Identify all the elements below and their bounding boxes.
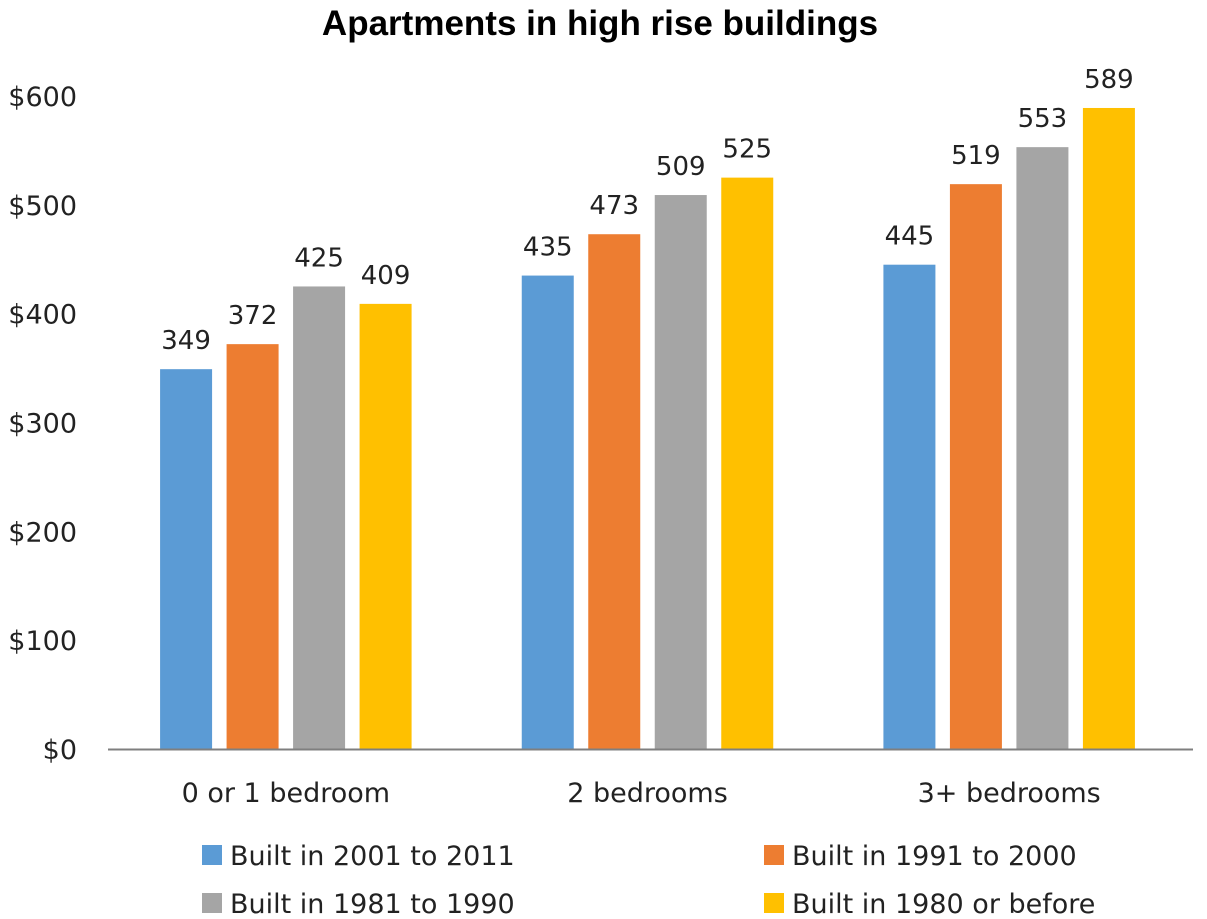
legend-swatch <box>764 845 784 865</box>
y-axis: $0 $100 $200 $300 $400 $500 $600 <box>8 82 77 766</box>
legend-label: Built in 1980 or before <box>792 889 1095 919</box>
data-label: 473 <box>589 191 639 221</box>
data-label: 589 <box>1084 65 1134 95</box>
data-labels: 349 372 425 409 435 473 509 525 445 519 553 589 <box>161 65 1133 356</box>
legend-swatch <box>202 845 222 865</box>
y-tick-label: $400 <box>8 300 77 331</box>
chart-title: Apartments in high rise buildings <box>322 4 878 43</box>
bar <box>1016 147 1069 749</box>
y-tick-label: $600 <box>8 82 77 113</box>
data-label: 525 <box>722 135 772 165</box>
x-axis: 0 or 1 bedroom 2 bedrooms 3+ bedrooms <box>182 778 1101 809</box>
x-tick-label: 3+ bedrooms <box>918 778 1101 809</box>
bar <box>1082 107 1135 749</box>
bar <box>293 286 346 749</box>
y-tick-label: $0 <box>43 735 77 766</box>
bar <box>359 303 412 749</box>
data-label: 409 <box>361 261 411 291</box>
bar <box>721 177 774 749</box>
bar <box>521 275 574 749</box>
y-tick-label: $300 <box>8 409 77 440</box>
data-label: 435 <box>523 233 573 263</box>
legend-label: Built in 2001 to 2011 <box>230 841 515 872</box>
bar <box>160 369 213 749</box>
data-label: 372 <box>228 301 278 331</box>
bar <box>588 234 641 750</box>
bar <box>654 195 707 749</box>
data-label: 519 <box>951 141 1001 171</box>
bars <box>160 107 1135 750</box>
bar <box>949 184 1002 749</box>
x-tick-label: 0 or 1 bedroom <box>182 778 390 809</box>
legend-swatch <box>202 893 222 913</box>
legend-swatch <box>764 893 784 913</box>
y-tick-label: $200 <box>8 517 77 548</box>
data-label: 425 <box>294 243 344 273</box>
y-tick-label: $100 <box>8 626 77 657</box>
y-tick-label: $500 <box>8 191 77 222</box>
data-label: 349 <box>161 326 211 356</box>
legend-label: Built in 1981 to 1990 <box>230 889 515 919</box>
legend-label: Built in 1991 to 2000 <box>792 841 1077 872</box>
x-tick-label: 2 bedrooms <box>567 778 728 809</box>
data-label: 509 <box>656 152 706 182</box>
legend: Built in 2001 to 2011 Built in 1991 to 20… <box>202 841 1095 919</box>
data-label: 553 <box>1018 104 1068 134</box>
bar <box>226 344 279 749</box>
bar <box>883 264 936 749</box>
data-label: 445 <box>885 222 935 252</box>
